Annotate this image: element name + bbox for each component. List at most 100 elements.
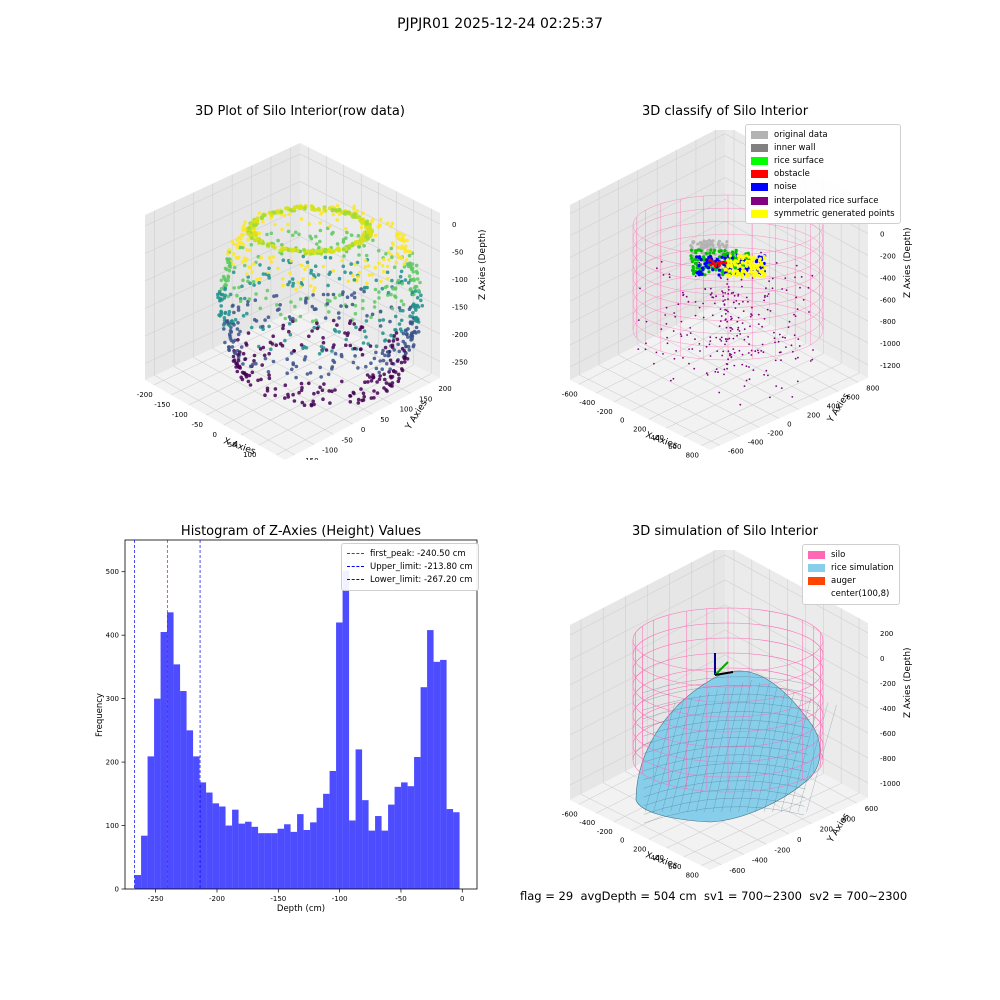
plot2-interp-point [709, 336, 712, 339]
plot2-class-point [751, 257, 755, 261]
plot1-point [369, 379, 374, 383]
p2-ztick-label: 0 [880, 231, 884, 239]
plot1-point [333, 388, 337, 392]
plot2-class-point [724, 246, 728, 250]
plot1-point [248, 383, 253, 387]
plot1-point [355, 260, 360, 265]
plot1-point [413, 306, 418, 310]
plot4-silo-wireframe-front [632, 639, 824, 793]
plot1-3d-axes: -200-150-100-50050100150-150-100-5005010… [137, 143, 488, 460]
histogram-xticks: -250 -200 -150 -100 -50 0 [148, 889, 465, 903]
plot2-interp-point [811, 358, 814, 361]
plot1-point [301, 254, 306, 259]
p4-xtick-label: 200 [633, 845, 646, 853]
plot1-point [252, 353, 257, 358]
plot1-point [264, 296, 268, 301]
plot1-point [232, 350, 237, 355]
plot2-interp-point [727, 358, 729, 361]
plot1-point [241, 278, 245, 282]
plot2-interp-point [739, 333, 742, 335]
plot2-interp-point [668, 273, 671, 276]
histogram-bar [329, 770, 337, 889]
p4-ztick-label: 0 [880, 655, 884, 663]
plot1-point [372, 305, 377, 309]
plot2-interp-point [760, 350, 763, 352]
plot2-class-point [690, 256, 694, 260]
plot1-point [297, 232, 301, 237]
p2-xtick-label: -200 [597, 408, 613, 416]
plot1-point [235, 369, 240, 374]
plot2-interp-point [799, 286, 801, 289]
plot1-point [232, 286, 236, 290]
plot2-interp-point [719, 308, 722, 310]
plot1-point [254, 292, 258, 296]
plot1-point [350, 302, 355, 307]
plot1-point [310, 329, 314, 333]
plot1-point [288, 332, 293, 337]
p2-ztick-label: -800 [880, 318, 896, 326]
plot1-point [359, 225, 364, 230]
plot1-point [275, 210, 280, 215]
plot2-interp-point [662, 353, 664, 355]
plot2-class-point [701, 267, 705, 271]
plot1-point [222, 276, 227, 280]
plot1-point [378, 374, 383, 378]
plot1-point [373, 233, 378, 238]
histogram-xlabel: Depth (cm) [277, 904, 325, 914]
plot2-interp-point [778, 351, 781, 354]
plot2-class-point [741, 257, 745, 261]
plot4-legend-swatch [808, 563, 825, 572]
plot2-interp-point [741, 363, 744, 366]
plot2-interp-point [769, 396, 771, 399]
plot1-point [231, 252, 236, 256]
plot2-interp-point [709, 287, 712, 290]
plot2-class-point [720, 261, 724, 265]
plot1-point [272, 245, 277, 250]
plot2-interp-point [769, 310, 772, 312]
p2-ztick-label: -1000 [880, 340, 900, 348]
plot2-class-point [724, 261, 728, 265]
plot1-point [366, 264, 371, 268]
plot1-point [359, 237, 364, 241]
plot1-point [271, 359, 276, 364]
plot2-interp-point [809, 360, 812, 362]
plot2-interp-point [720, 340, 723, 342]
plot1-point [402, 239, 406, 244]
plot1-point [395, 252, 400, 256]
plot1-point [391, 287, 395, 291]
plot1-point [341, 264, 346, 269]
plot2-interp-point [765, 287, 767, 290]
plot2-interp-point [725, 338, 727, 340]
plot1-point [215, 292, 220, 297]
plot1-point [299, 343, 304, 347]
plot2-class-point [706, 266, 710, 270]
plot1-point [333, 296, 337, 300]
plot2-interp-point [741, 353, 744, 356]
plot4-rice-mesh [641, 676, 813, 694]
plot1-point [387, 382, 392, 387]
plot1-point [303, 355, 308, 359]
plot2-legend-swatch [751, 130, 768, 139]
plot1-point [361, 219, 366, 224]
histogram-bar [271, 833, 278, 889]
plot4-title: 3D simulation of Silo Interior [632, 524, 818, 539]
plot2-interp-point [767, 293, 770, 295]
p1-xgrid [276, 373, 432, 456]
plot2-interp-point [702, 302, 704, 305]
plot2-interp-point [644, 348, 647, 351]
plot1-point [278, 303, 282, 307]
plot1-point [237, 255, 241, 260]
plot1-point [283, 396, 287, 400]
plot1-point [377, 377, 382, 382]
plot2-interp-point [720, 277, 722, 280]
plot1-point [265, 232, 269, 237]
plot1-point [238, 236, 243, 241]
plot2-interp-point [740, 278, 743, 281]
plot1-point [362, 394, 366, 399]
plot1-point [251, 225, 256, 230]
plot1-point [374, 278, 379, 283]
plot2-class-point [720, 255, 724, 259]
plot2-class-point [699, 244, 703, 249]
plot1-point [374, 350, 378, 355]
plot2-interp-point [733, 364, 736, 367]
